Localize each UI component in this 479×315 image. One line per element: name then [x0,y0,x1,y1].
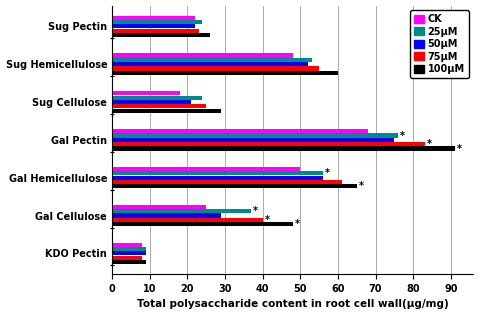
Text: *: * [456,144,461,154]
Bar [112,205,206,209]
Bar [112,91,180,95]
Bar [112,171,323,175]
Bar [112,251,146,255]
Bar [112,33,210,37]
X-axis label: Total polysaccharide content in root cell wall(μg/mg): Total polysaccharide content in root cel… [137,300,449,309]
Bar [112,222,293,226]
Text: *: * [359,181,364,192]
Bar [112,218,262,222]
Bar [112,100,191,104]
Text: *: * [325,168,330,178]
Bar [112,71,338,75]
Text: *: * [264,215,270,225]
Bar [112,176,323,180]
Bar [112,209,251,213]
Bar [112,138,394,142]
Bar [112,134,398,138]
Bar [112,104,206,108]
Bar [112,243,142,247]
Bar [112,142,424,146]
Bar [112,180,342,184]
Bar [112,54,293,58]
Bar [112,58,311,62]
Bar [112,256,142,260]
Bar [112,95,203,100]
Bar [112,146,455,151]
Bar [112,29,199,33]
Bar [112,20,203,24]
Bar [112,15,195,20]
Bar [112,62,308,66]
Text: *: * [295,219,300,229]
Bar [112,184,357,188]
Bar [112,129,368,133]
Bar [112,260,146,264]
Bar [112,214,221,218]
Text: *: * [400,130,405,140]
Bar [112,24,195,28]
Bar [112,109,221,113]
Bar [112,66,319,71]
Text: *: * [426,139,432,149]
Text: *: * [253,206,258,216]
Bar [112,247,146,251]
Legend: CK, 25μM, 50μM, 75μM, 100μM: CK, 25μM, 50μM, 75μM, 100μM [410,10,468,78]
Bar [112,167,300,171]
